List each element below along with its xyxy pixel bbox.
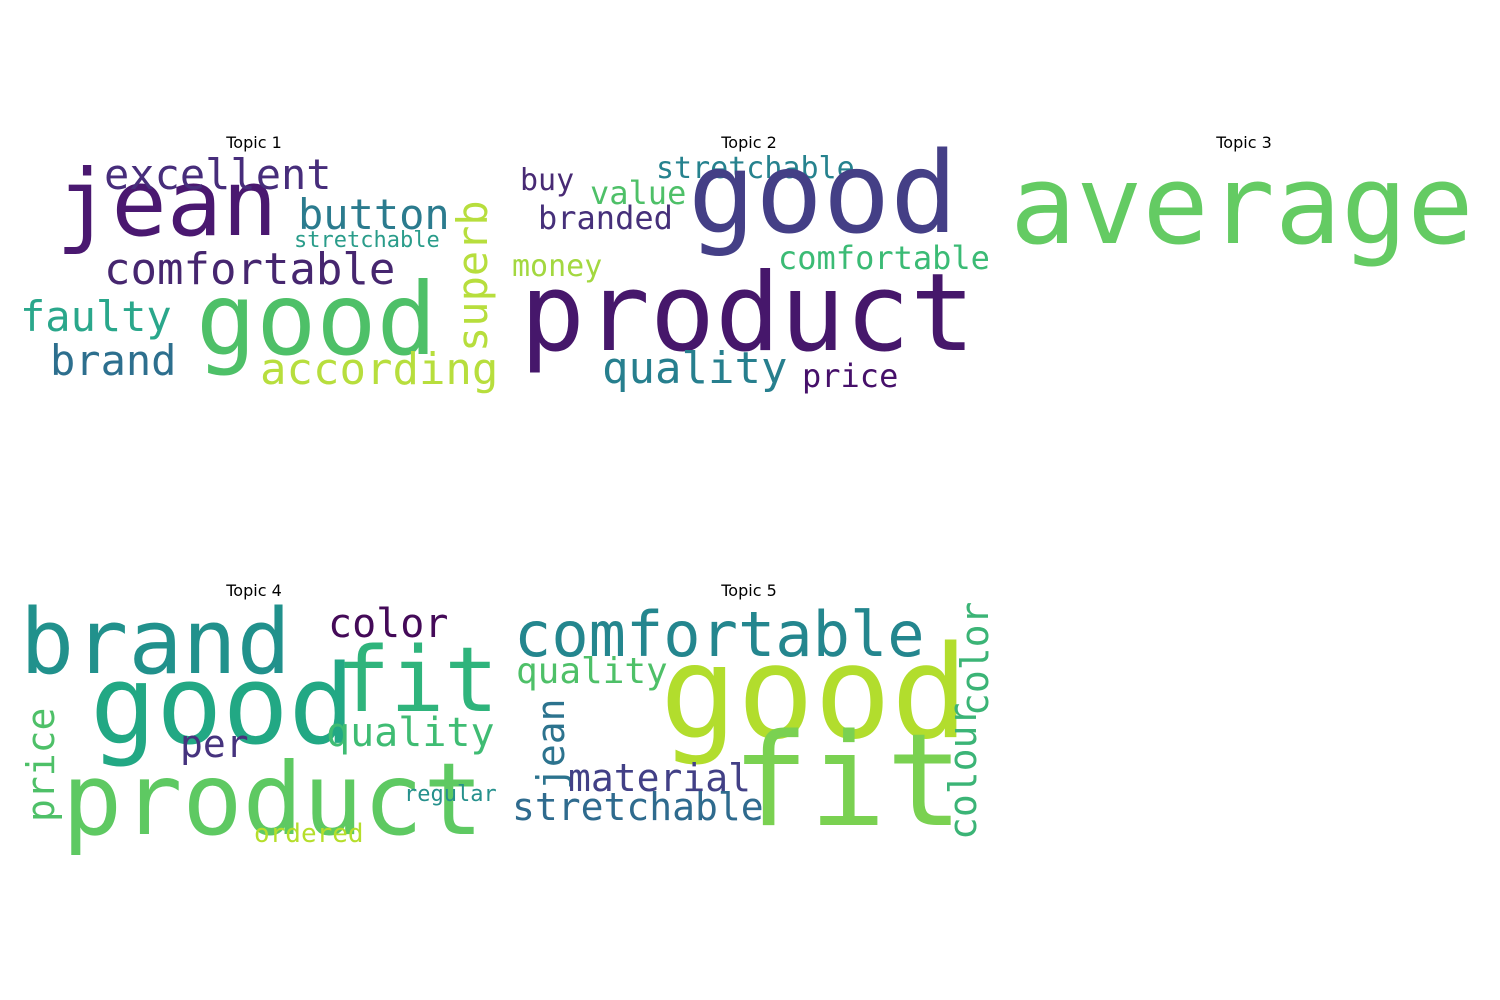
- topic-4-word-product: product: [62, 741, 484, 858]
- topic-2-word-good: good: [688, 129, 958, 259]
- topic-1-word-button: button: [298, 190, 450, 239]
- topic-5-word-material: material: [568, 756, 752, 800]
- topic-1-word-superb: superb: [448, 200, 497, 352]
- topic-1-word-brand: brand: [50, 336, 177, 385]
- topic-1-word-excellent: excellent: [104, 150, 332, 199]
- topic-4-word-fit: fit: [336, 628, 499, 733]
- topic-2-word-buy: buy: [520, 163, 575, 198]
- topic-5-word-good: good: [660, 619, 969, 768]
- topic-5-word-jean: jean: [529, 698, 573, 790]
- topic-2-word-value: value: [590, 174, 687, 212]
- topic-1-word-jean: jean: [56, 150, 278, 257]
- topic-2-word-price: price: [802, 357, 899, 395]
- topic-5-word-quality: quality: [516, 651, 668, 692]
- topic-1-word-good: good: [196, 261, 437, 378]
- topic-4-word-regular: regular: [404, 782, 497, 807]
- topic-2-word-quality: quality: [602, 343, 788, 394]
- topic-4-word-color: color: [328, 601, 449, 647]
- topic-3-word-average: average: [1010, 141, 1474, 269]
- topic-1-title: Topic 1: [226, 133, 282, 152]
- topic-5-word-colour: colour: [941, 702, 985, 840]
- topic-4-word-ordered: ordered: [254, 819, 364, 849]
- topic-2-word-branded: branded: [538, 199, 673, 237]
- topic-2-word-comfortable: comfortable: [778, 239, 990, 277]
- topic-4-word-quality: quality: [326, 710, 495, 756]
- topic-2-title: Topic 2: [721, 133, 777, 152]
- topic-5-word-stretchable: stretchable: [512, 785, 764, 829]
- topic-1-word-faulty: faulty: [20, 292, 172, 341]
- topic-4-word-good: good: [90, 641, 355, 769]
- topic-1-word-stretchable: stretchable: [294, 228, 440, 253]
- topic-2-word-money: money: [512, 249, 603, 284]
- topic-1-word-comfortable: comfortable: [104, 244, 396, 295]
- topic-1-word-according: according: [260, 344, 499, 395]
- topic-2-word-product: product: [520, 251, 976, 376]
- topic-5-word-comfortable: comfortable: [514, 598, 925, 671]
- topic-4-word-price: price: [19, 707, 63, 822]
- topic-4-word-brand: brand: [20, 590, 291, 695]
- topic-5-title: Topic 5: [721, 581, 777, 600]
- topic-4-title: Topic 4: [226, 581, 282, 600]
- topic-4-word-per: per: [180, 722, 249, 766]
- topic-3-title: Topic 3: [1216, 133, 1272, 152]
- topic-2-word-stretchable: stretchable: [656, 151, 855, 186]
- topic-5-word-fit: fit: [732, 707, 964, 856]
